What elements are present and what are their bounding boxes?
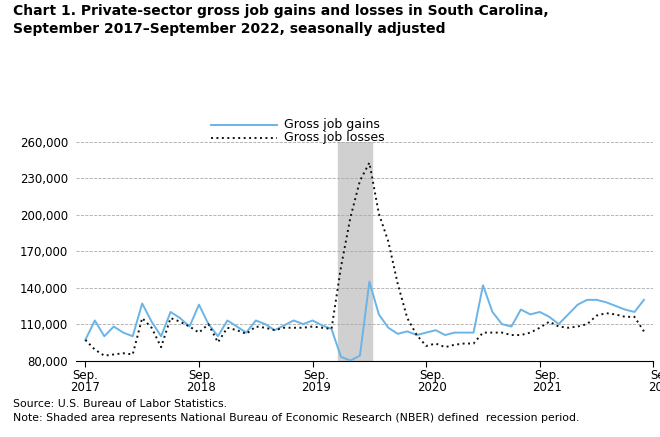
Text: Gross job gains: Gross job gains — [284, 118, 380, 131]
Text: 2017: 2017 — [71, 381, 100, 394]
Text: 2022: 2022 — [648, 381, 660, 394]
Text: Sep.: Sep. — [535, 369, 560, 382]
Text: 2021: 2021 — [533, 381, 562, 394]
Text: Chart 1. Private-sector gross job gains and losses in South Carolina,
September : Chart 1. Private-sector gross job gains … — [13, 4, 549, 36]
Text: Gross job losses: Gross job losses — [284, 131, 384, 144]
Text: Source: U.S. Bureau of Labor Statistics.: Source: U.S. Bureau of Labor Statistics. — [13, 399, 227, 409]
Text: Note: Shaded area represents National Bureau of Economic Research (NBER) defined: Note: Shaded area represents National Bu… — [13, 413, 579, 423]
Bar — [338, 142, 372, 361]
Text: Sep.: Sep. — [188, 369, 214, 382]
Text: Sep.: Sep. — [304, 369, 329, 382]
Text: 2020: 2020 — [417, 381, 447, 394]
Text: Sep.: Sep. — [73, 369, 98, 382]
Text: Sep.: Sep. — [419, 369, 445, 382]
Text: 2018: 2018 — [186, 381, 216, 394]
Text: 2019: 2019 — [302, 381, 331, 394]
Text: Sep.: Sep. — [650, 369, 660, 382]
